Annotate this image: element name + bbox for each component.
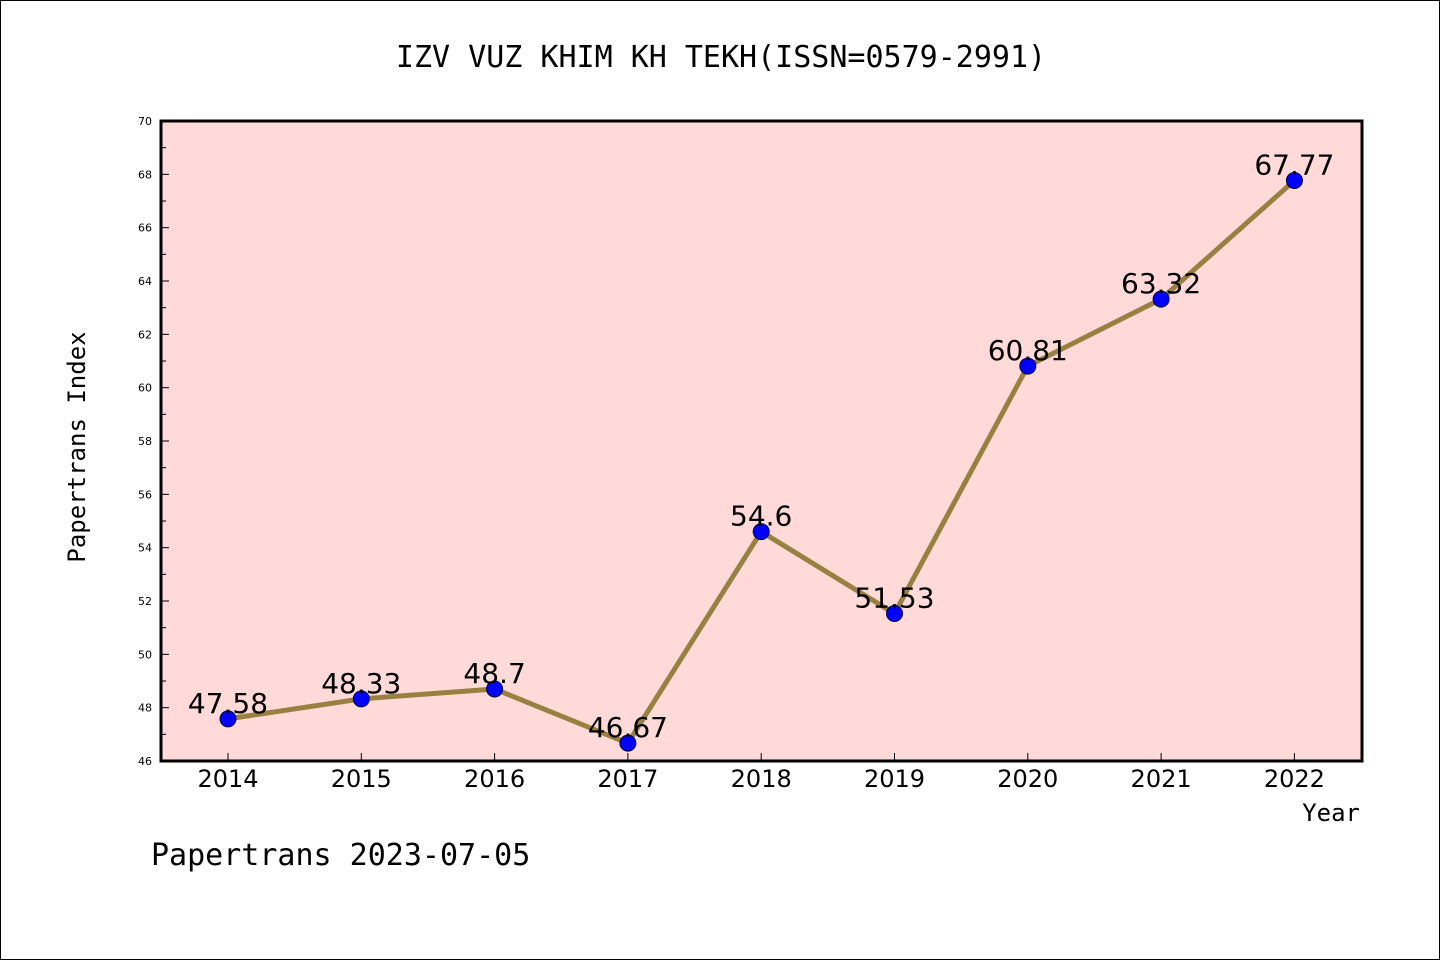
data-point — [886, 605, 903, 623]
data-label: 46.67 — [588, 711, 668, 744]
x-tick-label: 2018 — [731, 765, 792, 793]
y-tick-label: 56 — [138, 488, 152, 501]
x-tick-label: 2015 — [331, 765, 392, 793]
y-tick-label: 66 — [138, 222, 152, 235]
x-tick-label: 2014 — [197, 765, 258, 793]
y-tick-label: 62 — [138, 328, 152, 341]
y-tick-label: 52 — [138, 595, 152, 608]
data-point — [352, 690, 370, 708]
y-tick-label: 50 — [138, 648, 152, 661]
x-tick-label: 2020 — [997, 765, 1058, 793]
data-label: 54.6 — [730, 500, 792, 533]
plot-area — [161, 121, 1362, 761]
plot-border — [159, 119, 1364, 763]
x-tick-label: 2021 — [1131, 765, 1192, 793]
data-label: 48.7 — [463, 657, 525, 690]
data-point — [1019, 357, 1037, 375]
y-tick-label: 68 — [138, 168, 152, 181]
data-point — [486, 680, 504, 698]
data-label: 67.77 — [1254, 148, 1334, 181]
data-point — [619, 734, 637, 752]
footer-text: Papertrans 2023-07-05 — [151, 838, 530, 873]
data-point — [1285, 171, 1303, 189]
x-tick-label: 2017 — [597, 765, 658, 793]
y-tick-label: 46 — [138, 755, 152, 768]
data-label: 48.33 — [321, 667, 401, 700]
data-label: 63.32 — [1121, 267, 1201, 300]
x-tick-label: 2019 — [864, 765, 925, 793]
data-label: 51.53 — [854, 582, 934, 615]
data-point — [219, 710, 237, 728]
y-tick-label: 58 — [138, 435, 152, 448]
y-tick-label: 64 — [138, 275, 152, 288]
x-tick-label: 2022 — [1264, 765, 1325, 793]
data-label: 47.58 — [188, 687, 268, 720]
x-tick-label: 2016 — [464, 765, 525, 793]
y-tick-label: 54 — [138, 542, 152, 555]
x-axis-label: Year — [1302, 799, 1360, 827]
data-point — [752, 523, 770, 541]
y-tick-label: 48 — [138, 702, 152, 715]
data-point — [1152, 290, 1170, 308]
y-tick-label: 70 — [138, 115, 152, 128]
chart-title: IZV VUZ KHIM KH TEKH(ISSN=0579-2991) — [396, 40, 1046, 75]
y-axis-label: Papertrans Index — [63, 331, 91, 562]
data-label: 60.81 — [988, 334, 1068, 367]
y-tick-label: 60 — [138, 382, 152, 395]
